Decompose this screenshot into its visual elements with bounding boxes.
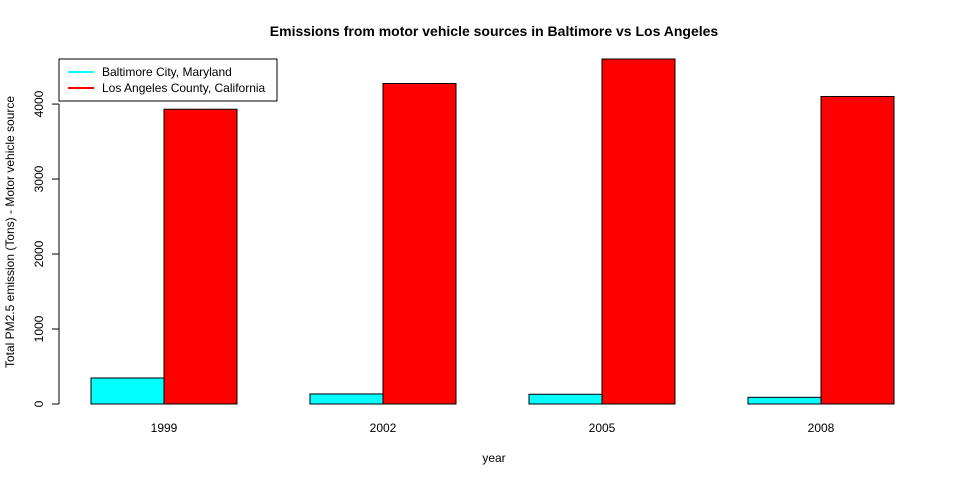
legend-label-los-angeles: Los Angeles County, California — [102, 81, 266, 95]
y-tick-label-3000: 3000 — [32, 165, 46, 192]
legend-box — [58, 58, 278, 102]
y-tick-label-4000: 4000 — [32, 90, 46, 117]
x-tick-label-2008: 2008 — [808, 421, 835, 435]
bars — [90, 58, 895, 405]
legend: Baltimore City, Maryland Los Angeles Cou… — [58, 58, 278, 102]
y-tick-label-1000: 1000 — [32, 315, 46, 342]
bar-baltimore-2002 — [309, 393, 384, 405]
x-tick-label-2002: 2002 — [370, 421, 397, 435]
bar-baltimore-2005 — [528, 393, 603, 405]
bar-los-angeles-1999 — [163, 108, 238, 405]
legend-label-baltimore: Baltimore City, Maryland — [102, 65, 232, 79]
y-axis-label: Total PM2.5 emission (Tons) - Motor vehi… — [3, 96, 17, 368]
x-axis-label: year — [482, 451, 505, 465]
bar-los-angeles-2005 — [601, 58, 676, 405]
y-tick-label-0: 0 — [32, 400, 46, 407]
x-tick-label-1999: 1999 — [151, 421, 178, 435]
chart-title: Emissions from motor vehicle sources in … — [270, 23, 719, 39]
bar-los-angeles-2008 — [820, 95, 895, 405]
x-tick-label-2005: 2005 — [589, 421, 616, 435]
y-tick-label-2000: 2000 — [32, 240, 46, 267]
bar-baltimore-2008 — [747, 396, 822, 405]
y-axis: 0 1000 2000 3000 4000 — [32, 90, 60, 407]
bar-los-angeles-2002 — [382, 83, 457, 405]
x-tick-labels: 1999 2002 2005 2008 — [151, 421, 835, 435]
bar-baltimore-1999 — [90, 377, 165, 405]
